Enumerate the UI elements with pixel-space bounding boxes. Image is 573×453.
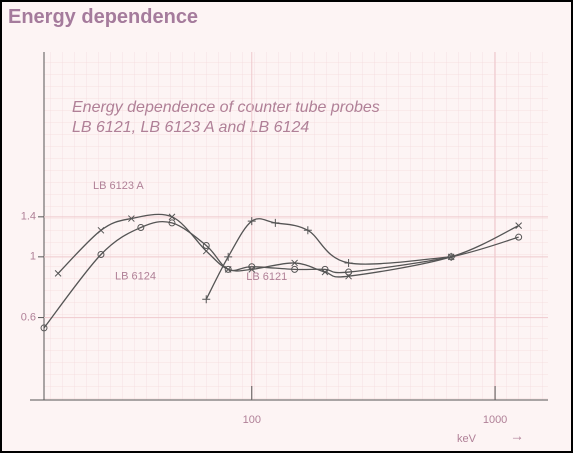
marker [447, 252, 456, 261]
series-label: LB 6124 [115, 270, 156, 282]
chart-subtitle: LB 6121, LB 6123 A and LB 6124 [72, 119, 309, 136]
marker [224, 265, 232, 273]
marker [345, 268, 353, 276]
series-label: LB 6123 A [93, 180, 144, 192]
marker [97, 226, 105, 234]
y-tick-label: 1.4 [21, 211, 36, 223]
x-tick-label: 100 [243, 414, 261, 426]
marker [128, 215, 135, 222]
marker [202, 295, 211, 304]
marker [515, 233, 523, 241]
marker [303, 226, 312, 235]
marker [97, 250, 105, 258]
marker [40, 324, 48, 332]
series-label: LB 6121 [246, 271, 287, 283]
marker [248, 263, 256, 271]
x-tick-label: 1000 [483, 414, 507, 426]
x-axis-label: keV [457, 433, 477, 445]
marker [321, 265, 329, 273]
header: Energy dependence [8, 6, 199, 28]
chart-title: Energy dependence of counter tube probes [72, 99, 380, 116]
marker [168, 213, 176, 221]
series-line [43, 220, 519, 329]
y-tick-label: 1 [30, 251, 36, 263]
marker [54, 270, 62, 277]
marker [344, 258, 353, 267]
marker [291, 259, 298, 267]
marker [202, 242, 210, 250]
x-axis-arrow: → [510, 428, 524, 444]
marker [202, 247, 210, 255]
marker [137, 223, 145, 231]
marker [271, 218, 280, 227]
y-tick-label: 0.6 [21, 311, 36, 323]
marker [291, 265, 299, 273]
marker [247, 217, 256, 226]
marker [168, 219, 176, 227]
marker [515, 222, 523, 230]
marker [224, 252, 233, 261]
